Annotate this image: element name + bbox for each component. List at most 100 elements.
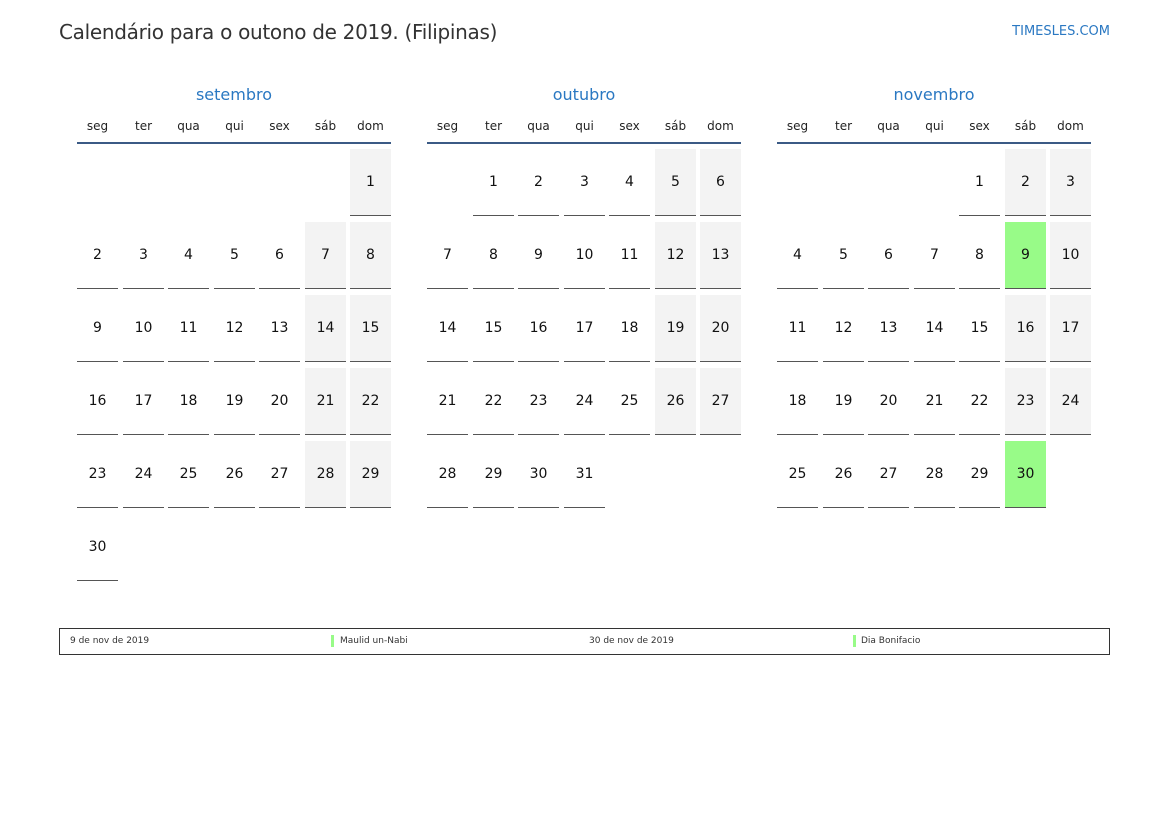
- day-cell[interactable]: 8: [959, 222, 1000, 289]
- day-cell[interactable]: 12: [655, 222, 696, 289]
- day-cell[interactable]: 17: [564, 295, 605, 362]
- day-cell[interactable]: 6: [259, 222, 300, 289]
- day-cell[interactable]: 17: [123, 368, 164, 435]
- day-cell[interactable]: 31: [564, 441, 605, 508]
- day-cell[interactable]: 15: [350, 295, 391, 362]
- day-cell[interactable]: 13: [259, 295, 300, 362]
- day-cell[interactable]: 9: [518, 222, 559, 289]
- day-cell[interactable]: 7: [305, 222, 346, 289]
- day-cell[interactable]: 29: [473, 441, 514, 508]
- day-cell[interactable]: 24: [564, 368, 605, 435]
- day-cell[interactable]: 16: [77, 368, 118, 435]
- day-cell[interactable]: 1: [350, 149, 391, 216]
- day-cell[interactable]: 7: [427, 222, 468, 289]
- day-cell[interactable]: 19: [214, 368, 255, 435]
- day-cell[interactable]: 22: [350, 368, 391, 435]
- day-cell[interactable]: 26: [214, 441, 255, 508]
- weekday-header: qui: [925, 119, 944, 133]
- day-cell[interactable]: 29: [959, 441, 1000, 508]
- day-cell[interactable]: 20: [700, 295, 741, 362]
- day-cell[interactable]: 8: [350, 222, 391, 289]
- weekday-header: dom: [1057, 119, 1084, 133]
- day-cell[interactable]: 9: [1005, 222, 1046, 289]
- holiday-legend: 9 de nov de 2019 Maulid un-Nabi 30 de no…: [59, 628, 1110, 655]
- day-cell[interactable]: 11: [168, 295, 209, 362]
- day-cell[interactable]: 28: [427, 441, 468, 508]
- day-cell[interactable]: 27: [868, 441, 909, 508]
- day-cell[interactable]: 9: [77, 295, 118, 362]
- day-cell[interactable]: 30: [1005, 441, 1046, 508]
- day-cell[interactable]: 27: [700, 368, 741, 435]
- day-cell[interactable]: 28: [914, 441, 955, 508]
- day-cell[interactable]: 28: [305, 441, 346, 508]
- day-cell[interactable]: 22: [473, 368, 514, 435]
- day-cell[interactable]: 26: [823, 441, 864, 508]
- day-cell[interactable]: 19: [823, 368, 864, 435]
- day-cell[interactable]: 27: [259, 441, 300, 508]
- day-cell[interactable]: 24: [1050, 368, 1091, 435]
- day-cell[interactable]: 15: [473, 295, 514, 362]
- day-cell[interactable]: 26: [655, 368, 696, 435]
- day-cell[interactable]: 2: [518, 149, 559, 216]
- day-cell[interactable]: 21: [914, 368, 955, 435]
- header-divider: [427, 142, 741, 144]
- day-cell[interactable]: 3: [123, 222, 164, 289]
- day-cell[interactable]: 17: [1050, 295, 1091, 362]
- day-cell[interactable]: 13: [700, 222, 741, 289]
- day-cell[interactable]: 29: [350, 441, 391, 508]
- day-cell[interactable]: 12: [214, 295, 255, 362]
- day-cell[interactable]: 6: [700, 149, 741, 216]
- brand-link[interactable]: TIMESLES.COM: [1012, 24, 1110, 39]
- day-cell[interactable]: 25: [168, 441, 209, 508]
- day-cell[interactable]: 18: [168, 368, 209, 435]
- day-cell[interactable]: 8: [473, 222, 514, 289]
- day-cell[interactable]: 10: [123, 295, 164, 362]
- weekday-header: qua: [527, 119, 550, 133]
- day-cell[interactable]: 11: [777, 295, 818, 362]
- day-cell[interactable]: 18: [609, 295, 650, 362]
- day-cell[interactable]: 11: [609, 222, 650, 289]
- day-cell[interactable]: 3: [1050, 149, 1091, 216]
- day-cell[interactable]: 24: [123, 441, 164, 508]
- day-cell[interactable]: 15: [959, 295, 1000, 362]
- day-cell[interactable]: 22: [959, 368, 1000, 435]
- day-cell[interactable]: 16: [1005, 295, 1046, 362]
- day-cell[interactable]: 5: [823, 222, 864, 289]
- day-cell[interactable]: 12: [823, 295, 864, 362]
- day-cell[interactable]: 30: [518, 441, 559, 508]
- day-cell[interactable]: 25: [609, 368, 650, 435]
- day-cell[interactable]: 10: [1050, 222, 1091, 289]
- day-cell[interactable]: 14: [427, 295, 468, 362]
- day-cell[interactable]: 25: [777, 441, 818, 508]
- day-cell[interactable]: 20: [868, 368, 909, 435]
- day-cell[interactable]: 23: [1005, 368, 1046, 435]
- weekday-header: sáb: [664, 119, 687, 133]
- day-cell[interactable]: 5: [214, 222, 255, 289]
- weekday-header: qua: [177, 119, 200, 133]
- day-cell[interactable]: 10: [564, 222, 605, 289]
- month-name: setembro: [195, 85, 273, 104]
- day-cell[interactable]: 1: [959, 149, 1000, 216]
- day-cell[interactable]: 7: [914, 222, 955, 289]
- day-cell[interactable]: 23: [518, 368, 559, 435]
- day-cell[interactable]: 21: [305, 368, 346, 435]
- day-cell[interactable]: 1: [473, 149, 514, 216]
- day-cell[interactable]: 23: [77, 441, 118, 508]
- day-cell[interactable]: 20: [259, 368, 300, 435]
- day-cell[interactable]: 21: [427, 368, 468, 435]
- day-cell[interactable]: 4: [168, 222, 209, 289]
- day-cell[interactable]: 6: [868, 222, 909, 289]
- day-cell[interactable]: 30: [77, 514, 118, 581]
- day-cell[interactable]: 14: [305, 295, 346, 362]
- day-cell[interactable]: 2: [77, 222, 118, 289]
- day-cell[interactable]: 3: [564, 149, 605, 216]
- day-cell[interactable]: 2: [1005, 149, 1046, 216]
- day-cell[interactable]: 18: [777, 368, 818, 435]
- day-cell[interactable]: 4: [777, 222, 818, 289]
- day-cell[interactable]: 5: [655, 149, 696, 216]
- day-cell[interactable]: 4: [609, 149, 650, 216]
- day-cell[interactable]: 16: [518, 295, 559, 362]
- day-cell[interactable]: 14: [914, 295, 955, 362]
- day-cell[interactable]: 19: [655, 295, 696, 362]
- day-cell[interactable]: 13: [868, 295, 909, 362]
